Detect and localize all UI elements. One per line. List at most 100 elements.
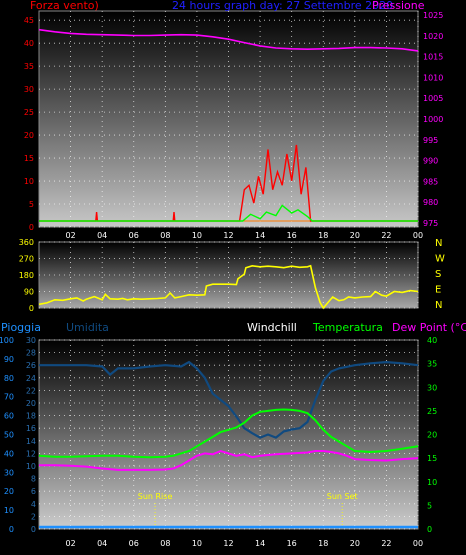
wind-pressure-plot-area (38, 10, 419, 228)
humidity-tick-label: 28 (26, 349, 36, 358)
x-tick-label: 08 (160, 231, 170, 240)
x-tick-label: 18 (318, 539, 328, 548)
temp-tick-label: 30 (427, 383, 437, 392)
temperature-line (38, 408, 419, 459)
x-tick-label: 18 (318, 231, 328, 240)
x-tick-label: 20 (350, 231, 360, 240)
humidity-tick-label: 10 (26, 462, 36, 471)
x-tick-label: 04 (97, 539, 107, 548)
humidity-tick-label: 18 (26, 412, 36, 421)
wind-pressure-series (38, 28, 419, 222)
rain-tick-label: 80 (4, 374, 14, 383)
chart-title: 24 hours graph day: 27 Settembre 2020 (172, 0, 393, 12)
temp-tick-label: 25 (427, 407, 437, 416)
x-tick-label: 06 (129, 231, 139, 240)
temp-tick-label: 35 (427, 360, 437, 369)
rain-tick-label: 90 (4, 355, 14, 364)
pressure-tick-label: 1020 (423, 32, 443, 41)
wind-tick-label: 35 (24, 62, 34, 71)
rain-tick-label: 20 (4, 487, 14, 496)
rain-tick-label: 30 (4, 468, 14, 477)
sun-marker-label: Sun Rise (138, 492, 173, 501)
rain-tick-label: 50 (4, 431, 14, 440)
humidity-tick-label: 20 (26, 399, 36, 408)
compass-label: W (435, 254, 445, 265)
wind-gust-line (39, 204, 418, 222)
x-tick-label: 20 (350, 539, 360, 548)
x-tick-label: 06 (129, 539, 139, 548)
x-tick-label: 22 (381, 539, 391, 548)
humidity-label: Umidita (66, 321, 109, 334)
temp-humidity-series (38, 360, 419, 529)
wind-direction-series (38, 264, 419, 310)
temp-humidity-plot-area (38, 339, 419, 530)
humidity-tick-label: 0 (31, 525, 36, 534)
temp-tick-label: 20 (427, 431, 437, 440)
x-tick-label: 08 (160, 539, 170, 548)
pressure-tick-label: 980 (423, 198, 438, 207)
rain-tick-label: 100 (0, 336, 14, 345)
x-tick-label: 00 (413, 231, 423, 240)
rain-tick-label: 10 (4, 506, 14, 515)
wind-tick-label: 0 (29, 223, 34, 232)
pressure-tick-label: 1000 (423, 115, 443, 124)
x-tick-label: 14 (255, 231, 265, 240)
humidity-tick-label: 6 (31, 487, 36, 496)
temp-tick-label: 0 (427, 525, 432, 534)
x-tick-label: 12 (223, 231, 233, 240)
direction-tick-label: 90 (24, 288, 34, 297)
pressure-tick-label: 1005 (423, 94, 443, 103)
pressure-axis-label: Pressione (372, 0, 425, 12)
wind-tick-label: 5 (29, 200, 34, 209)
pressure-tick-label: 985 (423, 177, 438, 186)
compass-label: N (435, 238, 442, 249)
direction-tick-label: 0 (29, 304, 34, 313)
dewpoint-label: Dew Point (°C) (392, 321, 466, 334)
rain-tick-label: 0 (9, 525, 14, 534)
humidity-tick-label: 24 (26, 374, 36, 383)
compass-label: S (435, 269, 441, 280)
x-tick-label: 10 (192, 231, 202, 240)
windchill-label: Windchill (247, 321, 297, 334)
temp-humidity-panel: 0102030405060708090100024681012141618202… (0, 321, 466, 548)
direction-tick-label: 360 (19, 238, 34, 247)
x-tick-label: 02 (65, 539, 75, 548)
wind-axis-label: Forza vento) (30, 0, 99, 12)
pressure-tick-label: 1015 (423, 53, 443, 62)
x-tick-label: 16 (287, 231, 297, 240)
sun-marker-label: Sun Set (327, 492, 358, 501)
humidity-tick-label: 30 (26, 336, 36, 345)
temp-tick-label: 40 (427, 336, 437, 345)
humidity-tick-label: 12 (26, 449, 36, 458)
temp-tick-label: 15 (427, 454, 437, 463)
temp-humidity-grid (39, 339, 419, 530)
wind-tick-label: 30 (24, 85, 34, 94)
humidity-tick-label: 2 (31, 512, 36, 521)
wind-tick-label: 40 (24, 39, 34, 48)
wind-tick-label: 15 (24, 154, 34, 163)
humidity-tick-label: 22 (26, 386, 36, 395)
x-tick-label: 02 (65, 231, 75, 240)
humidity-line (39, 360, 419, 439)
wind-tick-label: 25 (24, 108, 34, 117)
pressure-tick-label: 990 (423, 157, 438, 166)
wind-pressure-grid (39, 11, 419, 228)
wind-pressure-axes: 0510152025303540459759809859909951000100… (24, 11, 444, 240)
pressure-tick-label: 975 (423, 219, 438, 228)
x-tick-label: 14 (255, 539, 265, 548)
wind-tick-label: 20 (24, 131, 34, 140)
temperature-label: Temperatura (312, 321, 383, 334)
pressure-tick-label: 1025 (423, 11, 443, 20)
direction-tick-label: 180 (19, 271, 34, 280)
compass-label: E (435, 285, 441, 296)
compass-label: N (435, 300, 442, 311)
dewpoint-line (39, 449, 419, 471)
rain-tick-label: 40 (4, 449, 14, 458)
rain-label: Pioggia (1, 321, 41, 334)
wind-direction-plot-area (38, 241, 419, 309)
wind-pressure-panel: 0510152025303540459759809859909951000100… (24, 0, 444, 240)
temp-tick-label: 10 (427, 478, 437, 487)
humidity-tick-label: 4 (31, 500, 36, 509)
